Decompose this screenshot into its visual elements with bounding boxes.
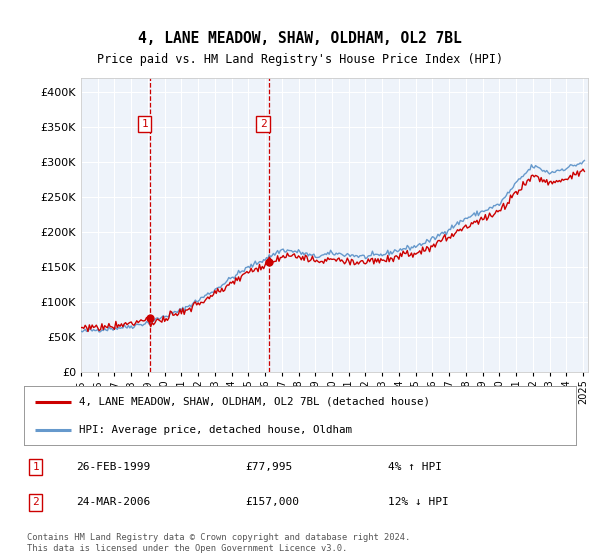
Text: 24-MAR-2006: 24-MAR-2006 bbox=[76, 497, 151, 507]
Text: £77,995: £77,995 bbox=[245, 461, 292, 472]
Text: Contains HM Land Registry data © Crown copyright and database right 2024.
This d: Contains HM Land Registry data © Crown c… bbox=[27, 533, 410, 553]
Text: 12% ↓ HPI: 12% ↓ HPI bbox=[388, 497, 449, 507]
Text: 1: 1 bbox=[32, 461, 39, 472]
Text: 4, LANE MEADOW, SHAW, OLDHAM, OL2 7BL (detached house): 4, LANE MEADOW, SHAW, OLDHAM, OL2 7BL (d… bbox=[79, 396, 430, 407]
Text: 4, LANE MEADOW, SHAW, OLDHAM, OL2 7BL: 4, LANE MEADOW, SHAW, OLDHAM, OL2 7BL bbox=[138, 31, 462, 46]
Text: 2: 2 bbox=[32, 497, 39, 507]
Text: HPI: Average price, detached house, Oldham: HPI: Average price, detached house, Oldh… bbox=[79, 425, 352, 435]
Text: 4% ↑ HPI: 4% ↑ HPI bbox=[388, 461, 442, 472]
Text: 26-FEB-1999: 26-FEB-1999 bbox=[76, 461, 151, 472]
Text: Price paid vs. HM Land Registry's House Price Index (HPI): Price paid vs. HM Land Registry's House … bbox=[97, 53, 503, 66]
Text: 1: 1 bbox=[141, 119, 148, 129]
Text: £157,000: £157,000 bbox=[245, 497, 299, 507]
Text: 2: 2 bbox=[260, 119, 266, 129]
